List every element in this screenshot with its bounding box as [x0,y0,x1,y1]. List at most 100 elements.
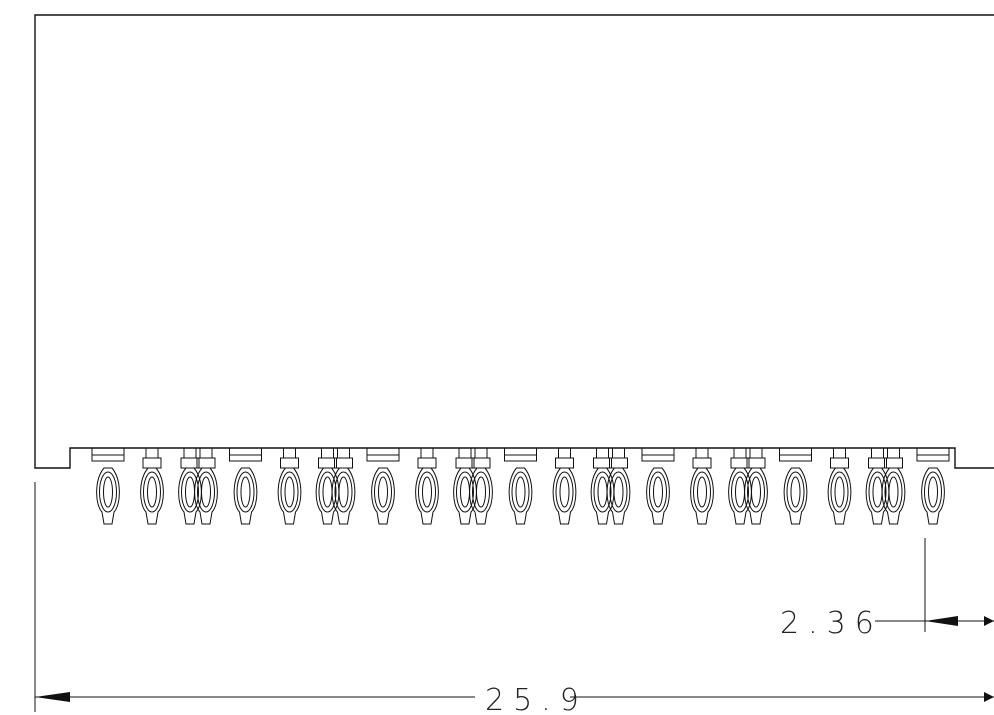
arrowhead [35,692,70,702]
pin-tab [458,447,472,459]
pin-inner [786,471,805,513]
pin-inner [868,471,887,513]
pin-tab [420,447,434,459]
arrowhead [925,616,958,626]
pin-hole [185,476,195,508]
pin-tab [318,457,337,469]
pin-tab [746,457,766,469]
pin-inner [374,471,392,513]
pin-tab [887,447,900,459]
pin-hole [790,476,801,508]
pin-tab [183,447,197,459]
pin-hole [476,476,486,508]
arrowhead [984,692,994,702]
pin-hole [834,476,845,508]
pin-body [881,467,906,525]
pin-body [371,467,395,525]
pin-hole [653,476,663,508]
pin-hole [103,476,113,508]
pin-tab [474,447,488,459]
pin-inner [280,471,299,513]
pin-inner [334,471,353,513]
pin-tab [337,447,350,459]
pin-inner [511,471,530,513]
pin-tab [455,457,475,469]
pin-hole [460,476,470,508]
pin-hole [515,476,526,508]
pin-tab [145,447,159,459]
pin-inner [99,471,117,513]
pin-inner [181,471,199,513]
pin-tab [334,457,353,469]
dimension-label: 25.9 [485,683,588,715]
pin-tab [868,457,887,469]
pin-body [552,467,577,525]
pin-body [96,467,120,525]
housing-outline [34,14,994,469]
pin-hole [284,476,295,508]
pin-hole [735,476,745,508]
pin-tab [730,457,750,469]
pin-body [194,467,218,525]
pin-tab [280,457,299,469]
pin-inner [472,471,490,513]
dimension-label: 2.36 [780,606,883,641]
pin-hole [338,476,349,508]
pin-tab [196,457,216,469]
pin-tab [749,447,763,459]
pin-body [606,467,631,525]
pin-inner [197,471,215,513]
pin-tab [733,447,747,459]
pin-tab [321,447,334,459]
pin-inner [649,471,667,513]
pin-inner [236,471,255,513]
pin-inner [456,471,474,513]
pin-hole [378,476,388,508]
pin-tab [471,457,491,469]
pin-hole [872,476,883,508]
pin-inner [924,471,942,513]
pin-body [921,467,945,525]
pin-inner [593,471,612,513]
pin-hole [559,476,570,508]
pin-inner [609,471,628,513]
pin-hole [888,476,899,508]
pin-inner [318,471,337,513]
pin-inner [418,471,436,513]
pin-inner [830,471,849,513]
pin-tab [199,447,213,459]
pin-hole [422,476,432,508]
pin-tab [558,447,571,459]
pin-inner [884,471,903,513]
pin-body [140,467,164,525]
pin-hole [147,476,157,508]
pin-hole [597,476,608,508]
pin-inner [747,471,765,513]
pin-hole [928,476,938,508]
pin-tab [555,457,574,469]
pin-body [783,467,808,525]
pin-inner [693,471,711,513]
pin-tab [884,457,903,469]
pin-inner [555,471,574,513]
pin-body [469,467,493,525]
pin-hole [322,476,333,508]
pin-hole [697,476,707,508]
pin-tab [596,447,609,459]
pin-body [508,467,533,525]
pin-tab [833,447,846,459]
pin-tab [695,447,709,459]
pin-tab [283,447,296,459]
pin-inner [731,471,749,513]
pin-body [827,467,852,525]
pin-body [331,467,356,525]
pin-body [415,467,439,525]
pin-hole [751,476,761,508]
pin-row [91,447,950,525]
pin-tab [692,457,712,469]
pin-body [277,467,302,525]
pin-inner [143,471,161,513]
pin-body [690,467,714,525]
